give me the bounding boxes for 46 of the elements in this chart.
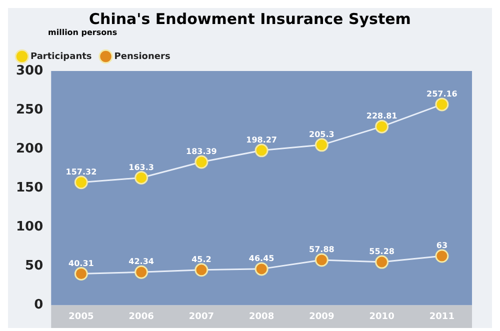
data-label: 63 [436,241,448,250]
x-tick-label: 2010 [369,312,394,322]
y-axis-title: million persons [48,28,118,38]
point [435,98,449,112]
point [254,262,268,276]
y-tick-label: 0 [34,298,44,313]
point [194,263,208,277]
data-label: 55.28 [369,247,395,256]
x-tick-label: 2005 [68,312,94,322]
data-label: 228.81 [366,112,398,121]
point [314,138,328,152]
y-tick-label: 150 [16,180,44,196]
data-label: 157.32 [66,167,97,176]
point [74,176,88,190]
x-tick-label: 2007 [188,312,214,322]
point [375,255,389,269]
y-tick-label: 250 [16,102,44,118]
y-tick-label: 50 [25,258,44,274]
point [314,253,328,267]
point [74,266,88,280]
data-label: 45.2 [192,254,212,264]
data-label: 198.27 [246,135,278,144]
x-tick-label: 2008 [249,312,274,322]
point [134,265,148,279]
data-label: 183.39 [186,147,218,156]
x-tick-label: 2006 [128,312,154,322]
y-tick-label: 200 [16,141,44,156]
point [375,120,389,134]
y-tick-label: 300 [16,63,44,78]
chart-title: China's Endowment Insurance System [88,9,412,28]
legend-label: Participants [30,52,92,62]
x-tick-label: 2009 [309,312,334,322]
x-tick-label: 2011 [429,312,454,322]
data-label: 40.31 [68,258,94,268]
point [194,155,208,169]
legend-label: Pensioners [114,52,170,62]
point [254,144,268,158]
data-label: 46.45 [248,254,275,264]
data-label: 57.88 [309,245,335,254]
data-label: 42.34 [128,257,154,266]
data-label: 205.3 [309,130,334,140]
y-tick-label: 100 [16,220,44,235]
data-label: 257.16 [426,90,458,99]
point [435,249,449,263]
data-label: 163.3 [128,162,154,172]
point [134,170,148,184]
